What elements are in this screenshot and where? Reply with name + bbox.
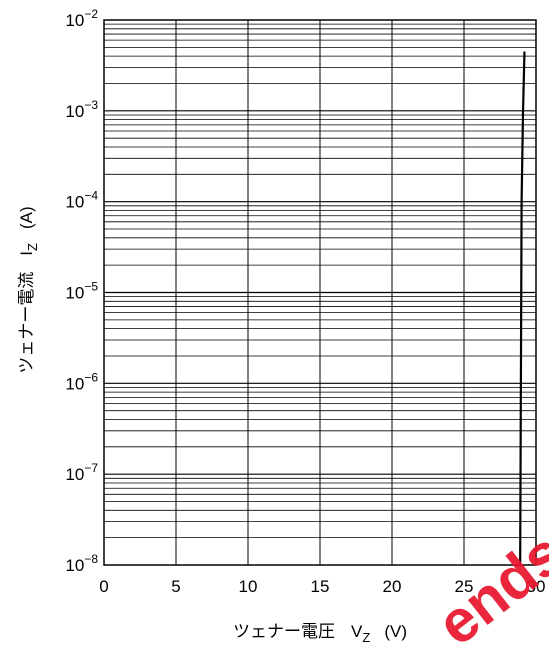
plot-frame — [103, 19, 537, 566]
y-tick-label: 10−6 — [65, 370, 98, 393]
x-tick-label: 30 — [527, 577, 546, 596]
series-line — [519, 51, 526, 566]
x-axis-label: ツェナー電圧 VZ (V) — [233, 622, 407, 645]
x-tick-label: 20 — [383, 577, 402, 596]
x-tick-label: 0 — [99, 577, 108, 596]
series-group — [519, 51, 526, 566]
y-tick-label: 10−2 — [65, 7, 98, 30]
y-tick-labels: 10−8 10−7 10−6 10−5 10−4 10−3 10−2 — [65, 7, 98, 575]
x-tick-label: 10 — [239, 577, 258, 596]
y-tick-label: 10−4 — [65, 189, 98, 212]
x-tick-label: 25 — [455, 577, 474, 596]
x-tick-labels: 0 5 10 15 20 25 30 — [99, 577, 545, 596]
watermark: ends — [425, 519, 549, 650]
x-tick-label: 5 — [171, 577, 180, 596]
y-tick-label: 10−8 — [65, 552, 98, 575]
y-tick-label: 10−3 — [65, 98, 98, 121]
y-tick-label: 10−7 — [65, 461, 98, 484]
y-tick-label: 10−5 — [65, 280, 98, 303]
x-tick-label: 15 — [311, 577, 330, 596]
grid — [104, 20, 536, 565]
y-axis-label: ツェナー電流IZ(A) — [17, 206, 40, 373]
